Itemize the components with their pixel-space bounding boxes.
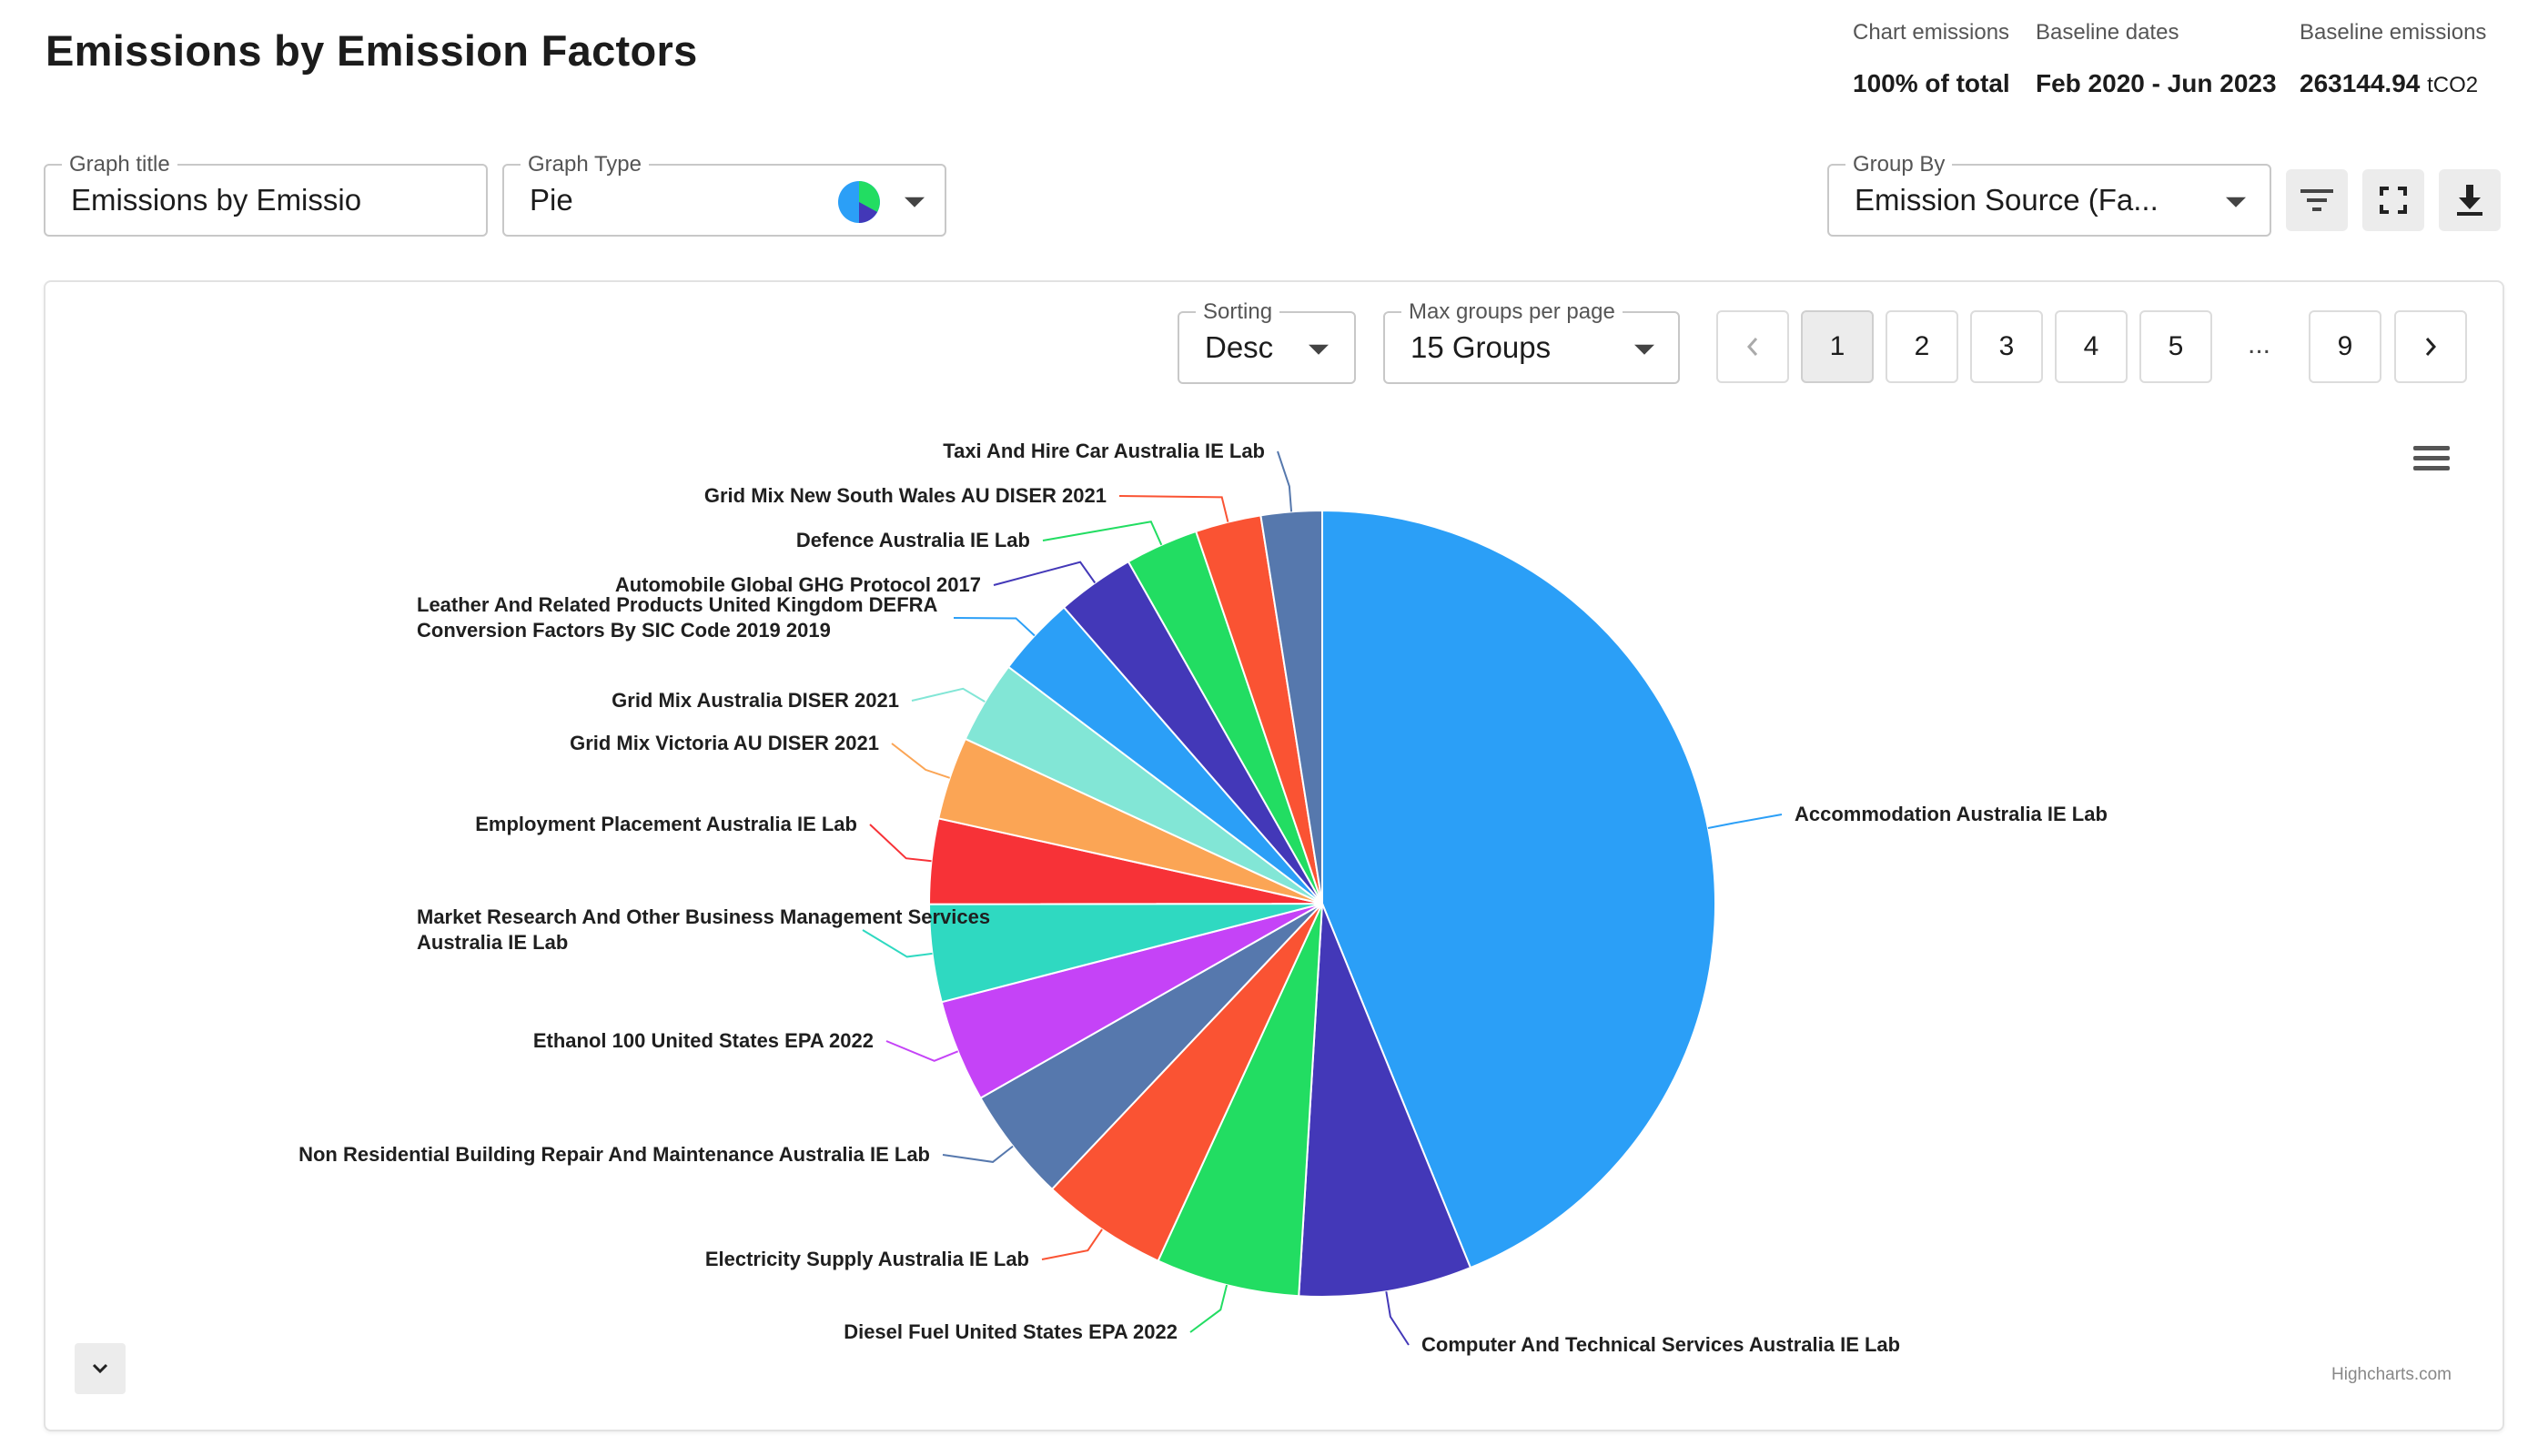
- filter-button[interactable]: [2286, 169, 2348, 231]
- max-groups-label: Max groups per page: [1401, 299, 1623, 325]
- slice-connector: [869, 824, 932, 863]
- slice-label: Grid Mix Victoria AU DISER 2021: [570, 732, 879, 754]
- chart-emissions-value: 100% of total: [1853, 69, 2010, 97]
- slice-label: Grid Mix New South Wales AU DISER 2021: [704, 484, 1107, 507]
- collapse-button[interactable]: [75, 1343, 126, 1394]
- chevron-down-icon: [2226, 197, 2246, 207]
- group-by-select[interactable]: Group By Emission Source (Fa...: [1827, 152, 2271, 237]
- page-title: Emissions by Emission Factors: [46, 26, 698, 75]
- slice-connector: [942, 1145, 1014, 1163]
- slice-connector: [862, 929, 933, 958]
- slice-label: Diesel Fuel United States EPA 2022: [844, 1320, 1178, 1343]
- graph-type-value: Pie: [530, 183, 573, 217]
- slice-label: Employment Placement Australia IE Lab: [475, 813, 857, 835]
- slice-label: Electricity Supply Australia IE Lab: [705, 1248, 1029, 1270]
- slice-label: Automobile Global GHG Protocol 2017: [615, 573, 981, 596]
- max-groups-value: 15 Groups: [1410, 330, 1552, 364]
- slice-connector: [1385, 1291, 1410, 1346]
- baseline-dates-label: Baseline dates: [2036, 20, 2179, 45]
- baseline-emissions-label: Baseline emissions: [2300, 20, 2487, 45]
- baseline-emissions-number: 263144.94: [2300, 69, 2421, 97]
- pie-chart-icon: [838, 181, 880, 223]
- baseline-dates-summary: Baseline dates Feb 2020 - Jun 2023: [2036, 20, 2277, 102]
- pagination-page-4[interactable]: 4: [2055, 310, 2128, 383]
- graph-type-select[interactable]: Graph Type Pie: [502, 152, 946, 237]
- pagination-page-last[interactable]: 9: [2309, 310, 2381, 383]
- slice-label: Computer And Technical Services Australi…: [1421, 1333, 1900, 1356]
- sorting-select[interactable]: Sorting Desc: [1178, 299, 1356, 384]
- slice-label: Taxi And Hire Car Australia IE Lab: [943, 440, 1265, 462]
- baseline-emissions-summary: Baseline emissions 263144.94 tCO2: [2300, 20, 2486, 102]
- slice-connector: [911, 687, 986, 703]
- fullscreen-button[interactable]: [2362, 169, 2424, 231]
- hamburger-icon: [2413, 446, 2450, 450]
- graph-title-label: Graph title: [62, 152, 177, 177]
- pagination-page-3[interactable]: 3: [1970, 310, 2043, 383]
- slice-connector: [1277, 450, 1293, 512]
- group-by-label: Group By: [1845, 152, 1953, 177]
- max-groups-select[interactable]: Max groups per page 15 Groups: [1383, 299, 1680, 384]
- chevron-down-icon: [905, 197, 925, 207]
- pagination-next[interactable]: [2394, 310, 2467, 383]
- fullscreen-icon: [2380, 187, 2407, 214]
- download-icon: [2457, 185, 2482, 216]
- slice-connector: [1042, 521, 1163, 546]
- graph-title-input[interactable]: Emissions by Emissio: [71, 183, 362, 217]
- pagination-page-1[interactable]: 1: [1801, 310, 1874, 383]
- filter-icon: [2300, 189, 2333, 211]
- pagination-ellipsis: ...: [2248, 329, 2271, 359]
- chevron-left-icon: [1746, 338, 1758, 356]
- download-button[interactable]: [2439, 169, 2501, 231]
- chart-emissions-summary: Chart emissions 100% of total: [1853, 20, 2010, 102]
- baseline-dates-value: Feb 2020 - Jun 2023: [2036, 69, 2277, 97]
- pie-slice[interactable]: [1050, 903, 1323, 1262]
- sorting-label: Sorting: [1196, 299, 1280, 325]
- slice-connector: [993, 561, 1097, 586]
- chevron-down-icon: [1634, 344, 1654, 355]
- baseline-emissions-unit: tCO2: [2427, 73, 2479, 97]
- slice-label: Defence Australia IE Lab: [796, 529, 1030, 551]
- pie-slice[interactable]: [1298, 903, 1472, 1298]
- slice-label: Leather And Related Products United King…: [417, 593, 938, 642]
- slice-connector: [1041, 1228, 1103, 1260]
- slice-label: Accommodation Australia IE Lab: [1795, 803, 2108, 825]
- slice-label: Market Research And Other Business Manag…: [417, 905, 990, 954]
- slice-connector: [953, 617, 1036, 637]
- slice-label: Ethanol 100 United States EPA 2022: [533, 1029, 874, 1052]
- slice-label: Non Residential Building Repair And Main…: [298, 1143, 930, 1166]
- sorting-value: Desc: [1205, 330, 1274, 364]
- chevron-down-icon: [92, 1363, 108, 1374]
- pie-slice[interactable]: [1157, 903, 1323, 1298]
- pagination-page-2[interactable]: 2: [1886, 310, 1958, 383]
- pie-slice[interactable]: [1321, 509, 1716, 1269]
- chevron-down-icon: [1309, 344, 1329, 355]
- highcharts-credits[interactable]: Highcharts.com: [2331, 1365, 2452, 1384]
- pagination-prev[interactable]: [1716, 310, 1789, 383]
- chart-menu-button[interactable]: [2413, 446, 2450, 477]
- slice-label: Grid Mix Australia DISER 2021: [612, 689, 899, 712]
- group-by-value: Emission Source (Fa...: [1855, 183, 2159, 217]
- graph-type-label: Graph Type: [521, 152, 649, 177]
- chart-emissions-label: Chart emissions: [1853, 20, 2010, 45]
- slice-connector: [891, 743, 951, 779]
- pagination-page-5[interactable]: 5: [2139, 310, 2212, 383]
- baseline-emissions-value: 263144.94 tCO2: [2300, 69, 2486, 98]
- graph-title-field[interactable]: Graph title Emissions by Emissio: [44, 152, 488, 237]
- chevron-right-icon: [2425, 338, 2437, 356]
- slice-connector: [885, 1040, 959, 1062]
- slice-connector: [1118, 495, 1229, 522]
- slice-connector: [1707, 814, 1783, 829]
- slice-connector: [1189, 1284, 1228, 1333]
